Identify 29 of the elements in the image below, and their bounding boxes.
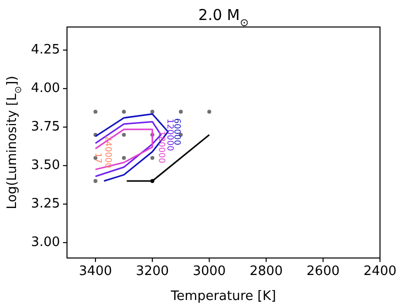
point [150, 156, 154, 160]
point [122, 156, 126, 160]
x-axis-title: Temperature [K] [170, 289, 276, 304]
y-tick-label: 3.75 [31, 120, 60, 135]
point [122, 110, 126, 114]
y-tick-label: 4.00 [31, 81, 60, 96]
line-series [94, 128, 154, 170]
x-tick-label: 2400 [363, 264, 397, 279]
annotation: 240000 [102, 136, 113, 168]
y-tick-label: 3.00 [31, 235, 60, 250]
y-tick-label: 3.25 [31, 196, 60, 212]
point [207, 110, 212, 114]
text: 120000 [164, 118, 175, 152]
point [178, 110, 183, 114]
x-tick-label: 3200 [136, 264, 169, 279]
text: 180000 [156, 130, 166, 164]
x-tick-label: 3000 [192, 264, 226, 279]
point [150, 179, 154, 183]
point [150, 110, 154, 114]
point [94, 110, 98, 114]
x-tick-label: 2800 [250, 264, 283, 279]
annotation: 17 [92, 152, 103, 164]
point [94, 179, 98, 183]
x-tick-label: 3400 [78, 264, 112, 279]
x-tick-label: 2600 [306, 264, 340, 279]
point [122, 132, 126, 137]
y-tick-label: 4.25 [31, 42, 60, 58]
chart-title: 2.0 M$_{⊙}$ [198, 6, 249, 29]
y-tick-label: 3.50 [31, 158, 60, 174]
